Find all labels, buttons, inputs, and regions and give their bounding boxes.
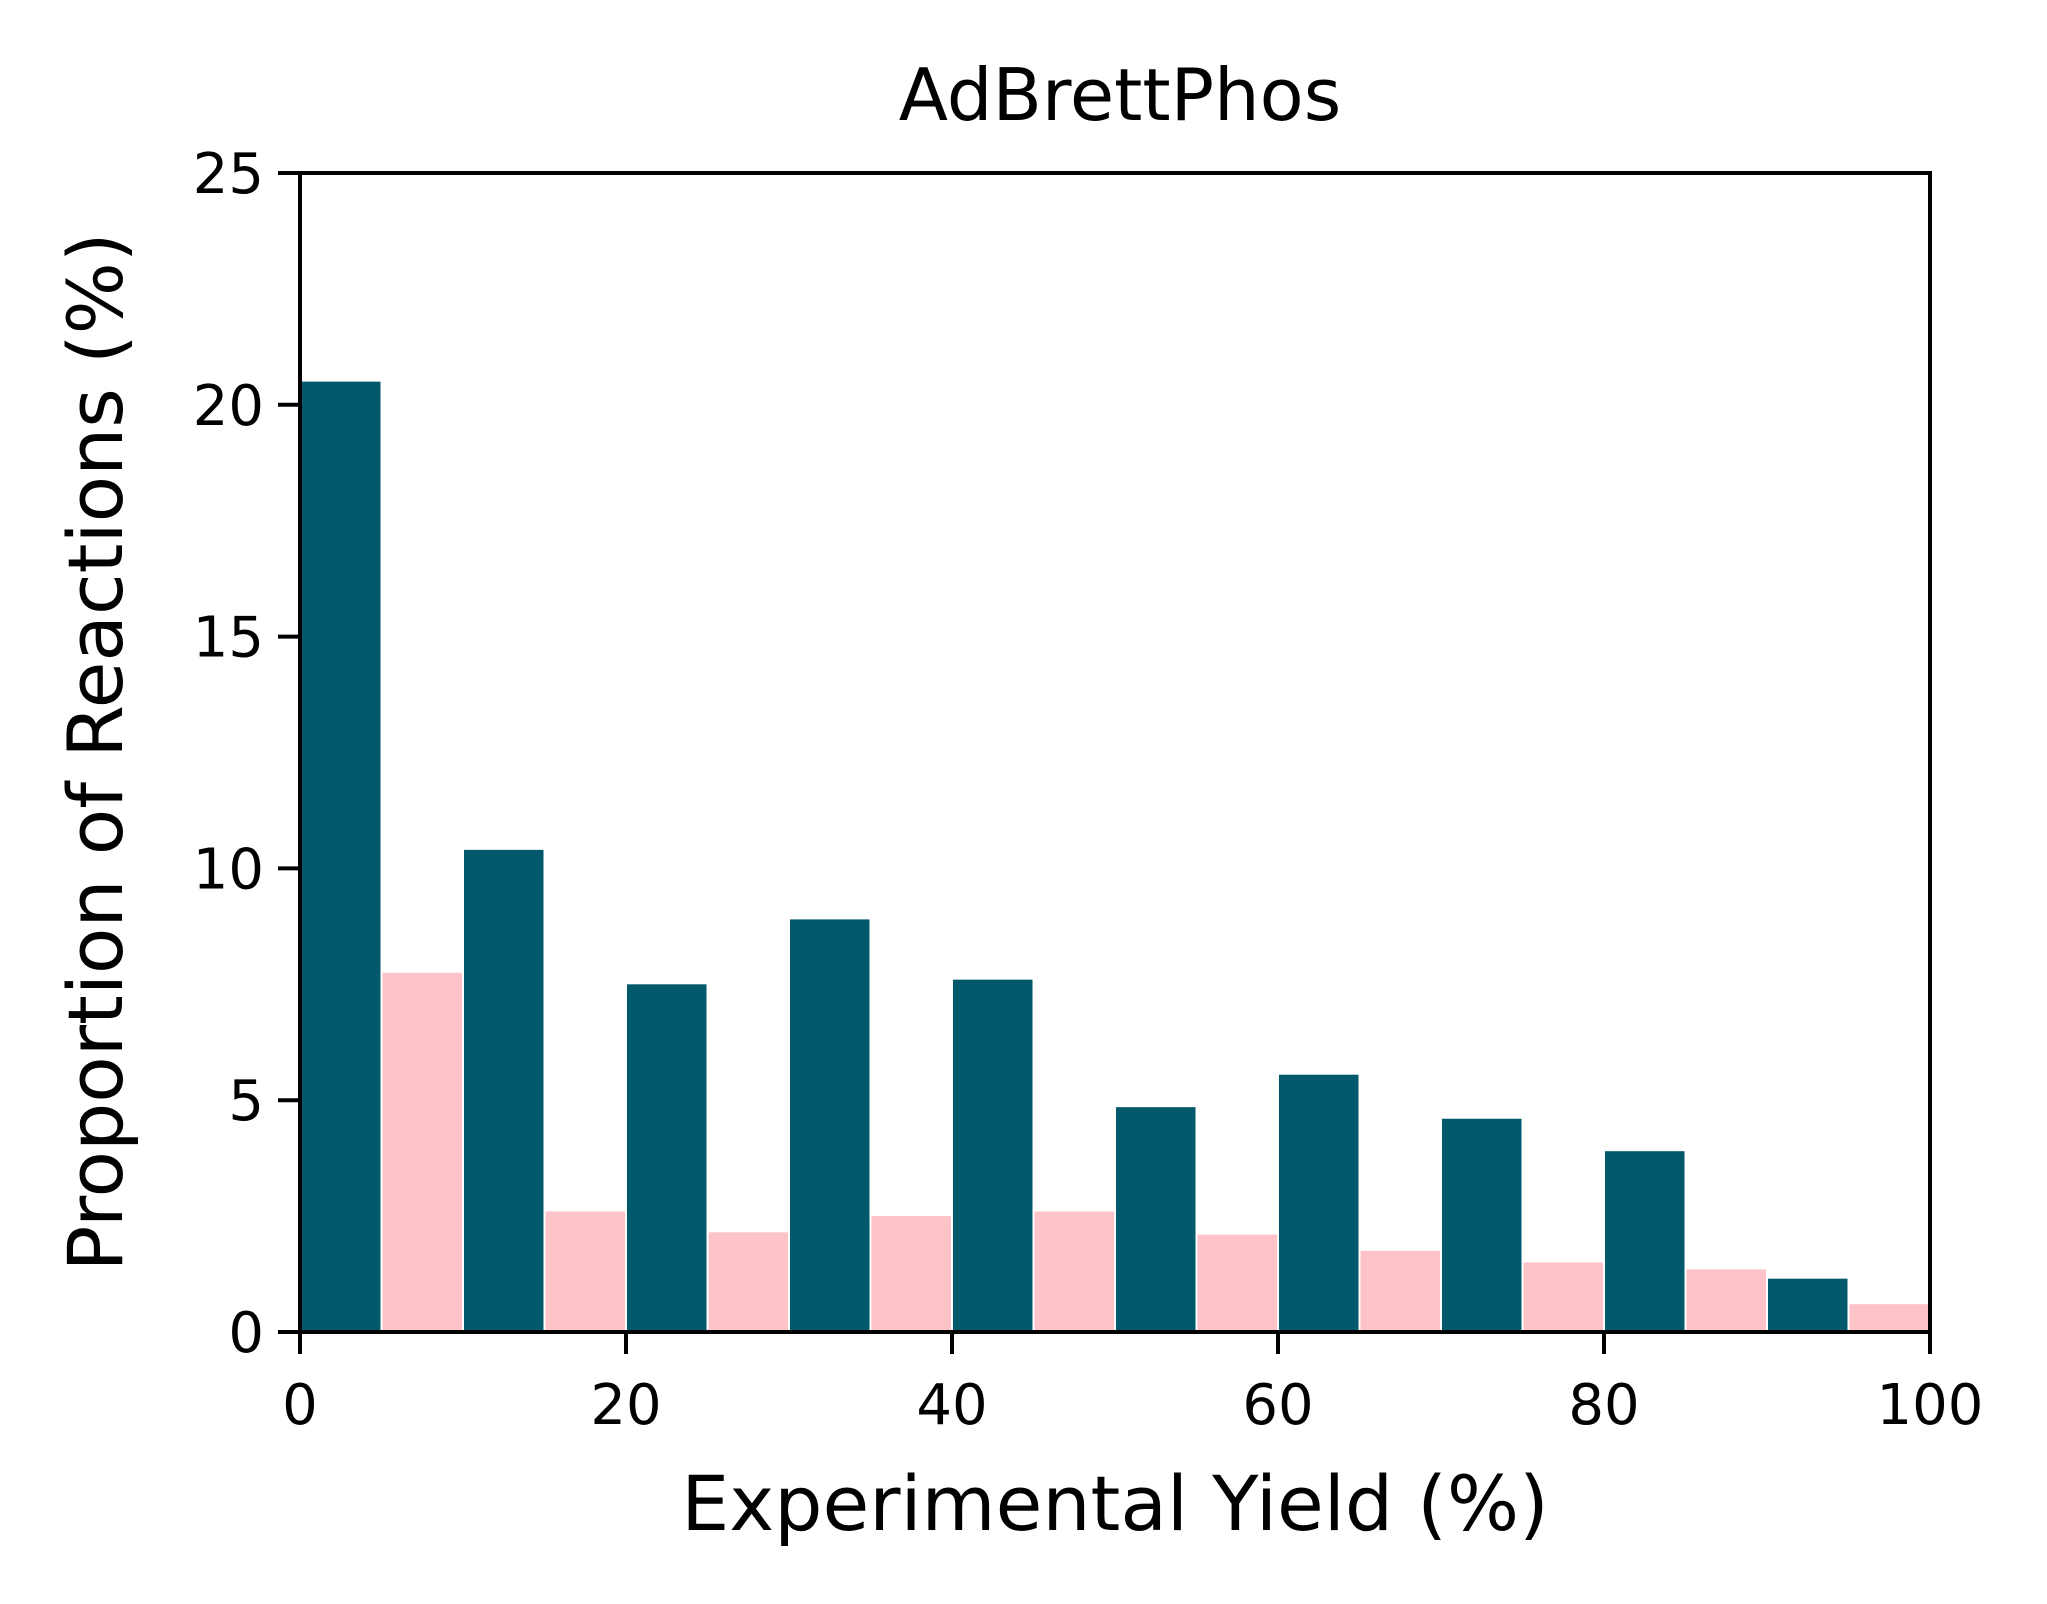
histogram-bar — [464, 849, 544, 1332]
x-tick-label: 0 — [282, 1373, 318, 1438]
y-tick-label: 15 — [193, 606, 264, 671]
x-tick-label: 60 — [1242, 1373, 1313, 1438]
x-tick-label: 20 — [590, 1373, 661, 1438]
histogram-bar — [1034, 1211, 1114, 1332]
y-tick-label: 25 — [193, 142, 264, 207]
histogram-bar — [1849, 1304, 1929, 1332]
histogram-bar — [708, 1232, 788, 1332]
y-axis: 0 5 10 15 20 25 — [193, 142, 300, 1366]
histogram-bar — [1116, 1107, 1196, 1332]
histogram-bar — [1442, 1118, 1522, 1332]
x-tick-label: 40 — [916, 1373, 987, 1438]
x-tick-label: 100 — [1877, 1373, 1984, 1438]
histogram-bar — [627, 984, 707, 1332]
histogram-bar — [790, 919, 870, 1332]
histogram-bar — [545, 1211, 625, 1332]
histogram-bar — [1686, 1269, 1766, 1332]
plot-frame — [298, 171, 1932, 1334]
histogram-bar — [1605, 1151, 1685, 1332]
bars-group — [301, 381, 1929, 1332]
chart-title: AdBrettPhos — [899, 53, 1341, 137]
histogram-bar — [1523, 1262, 1603, 1332]
histogram-bar — [871, 1216, 951, 1332]
histogram-bar — [1279, 1074, 1359, 1332]
y-axis-label: Proportion of Reactions (%) — [51, 232, 140, 1271]
x-tick-label: 80 — [1568, 1373, 1639, 1438]
histogram-bar — [382, 972, 462, 1332]
y-tick-label: 0 — [228, 1301, 264, 1366]
y-tick-label: 5 — [228, 1069, 264, 1134]
histogram-bar — [301, 381, 381, 1332]
y-tick-label: 10 — [193, 837, 264, 902]
histogram-bar — [953, 979, 1033, 1332]
x-axis-label: Experimental Yield (%) — [681, 1459, 1549, 1548]
y-tick-label: 20 — [193, 374, 264, 439]
histogram-bar — [1197, 1234, 1277, 1332]
x-axis: 0 20 40 60 80 100 — [282, 1332, 1983, 1438]
histogram-bar — [1360, 1250, 1440, 1332]
histogram-bar — [1768, 1278, 1848, 1332]
